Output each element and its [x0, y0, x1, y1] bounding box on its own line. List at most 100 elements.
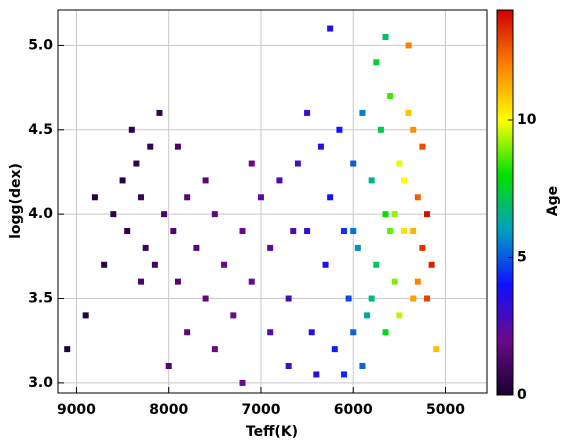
point: [322, 261, 329, 268]
x-tick-label: 6000: [334, 402, 373, 418]
x-tick-label: 9000: [57, 402, 96, 418]
y-tick-label: 3.5: [28, 291, 53, 307]
point: [433, 346, 440, 353]
point: [354, 244, 361, 251]
point: [373, 59, 380, 66]
point: [304, 228, 311, 235]
point: [414, 194, 421, 201]
point: [410, 126, 417, 133]
point: [156, 109, 163, 116]
point: [138, 194, 145, 201]
point: [138, 278, 145, 285]
point: [285, 363, 292, 370]
point: [170, 228, 177, 235]
point: [239, 228, 246, 235]
point: [336, 126, 343, 133]
point: [341, 371, 347, 378]
point: [419, 143, 426, 150]
point: [267, 244, 274, 251]
point: [91, 194, 98, 201]
point: [341, 228, 347, 235]
point: [396, 312, 403, 319]
point: [193, 244, 200, 251]
x-tick-label: 5000: [426, 402, 465, 418]
point: [396, 160, 403, 167]
point: [373, 261, 380, 268]
colorbar-tick-label: 0: [517, 387, 527, 403]
point: [382, 33, 389, 40]
point: [317, 143, 324, 150]
point: [211, 346, 218, 353]
point: [276, 177, 283, 184]
point: [248, 278, 255, 285]
point: [377, 126, 384, 133]
colorbar: [496, 9, 514, 396]
point: [359, 363, 366, 370]
point: [101, 261, 108, 268]
point: [387, 93, 394, 100]
point: [133, 160, 140, 167]
point: [364, 312, 371, 319]
point: [382, 329, 389, 336]
point: [387, 228, 394, 235]
point: [391, 278, 398, 285]
point: [221, 261, 228, 268]
point: [184, 194, 191, 201]
point: [327, 25, 334, 32]
point: [165, 363, 172, 370]
point: [424, 295, 431, 302]
point: [174, 278, 181, 285]
point: [331, 346, 338, 353]
point: [202, 295, 209, 302]
point: [82, 312, 89, 319]
point: [414, 278, 421, 285]
point: [147, 143, 154, 150]
point: [202, 177, 209, 184]
point: [368, 295, 375, 302]
colorbar-tick-label: 5: [517, 250, 527, 266]
point: [400, 177, 407, 184]
point: [350, 160, 357, 167]
point: [391, 211, 398, 218]
point: [359, 109, 366, 116]
colorbar-label: Age: [545, 186, 561, 216]
point: [151, 261, 158, 268]
point: [410, 228, 417, 235]
plot-background: [58, 10, 487, 393]
point: [128, 126, 135, 133]
point: [419, 244, 426, 251]
y-tick-label: 5.0: [28, 37, 53, 53]
point: [119, 177, 126, 184]
point: [110, 211, 117, 218]
point: [174, 143, 181, 150]
point: [257, 194, 264, 201]
point: [368, 177, 375, 184]
point: [142, 244, 149, 251]
point: [211, 211, 218, 218]
point: [350, 329, 357, 336]
point: [424, 211, 431, 218]
point: [304, 109, 311, 116]
point: [428, 261, 435, 268]
point: [327, 194, 334, 201]
point: [239, 379, 246, 386]
x-tick-label: 8000: [149, 402, 188, 418]
point: [184, 329, 191, 336]
point: [285, 295, 292, 302]
x-tick-label: 7000: [241, 402, 280, 418]
point: [405, 109, 412, 116]
y-tick-label: 4.0: [28, 206, 53, 222]
y-tick-label: 4.5: [28, 122, 53, 138]
x-axis-label: Teff(K): [246, 424, 298, 440]
point: [124, 228, 131, 235]
point: [248, 160, 255, 167]
point: [308, 329, 315, 336]
point: [267, 329, 274, 336]
colorbar-tick-label: 10: [517, 112, 537, 128]
point: [345, 295, 352, 302]
point: [350, 228, 357, 235]
point: [230, 312, 237, 319]
point: [64, 346, 71, 353]
point: [161, 211, 168, 218]
